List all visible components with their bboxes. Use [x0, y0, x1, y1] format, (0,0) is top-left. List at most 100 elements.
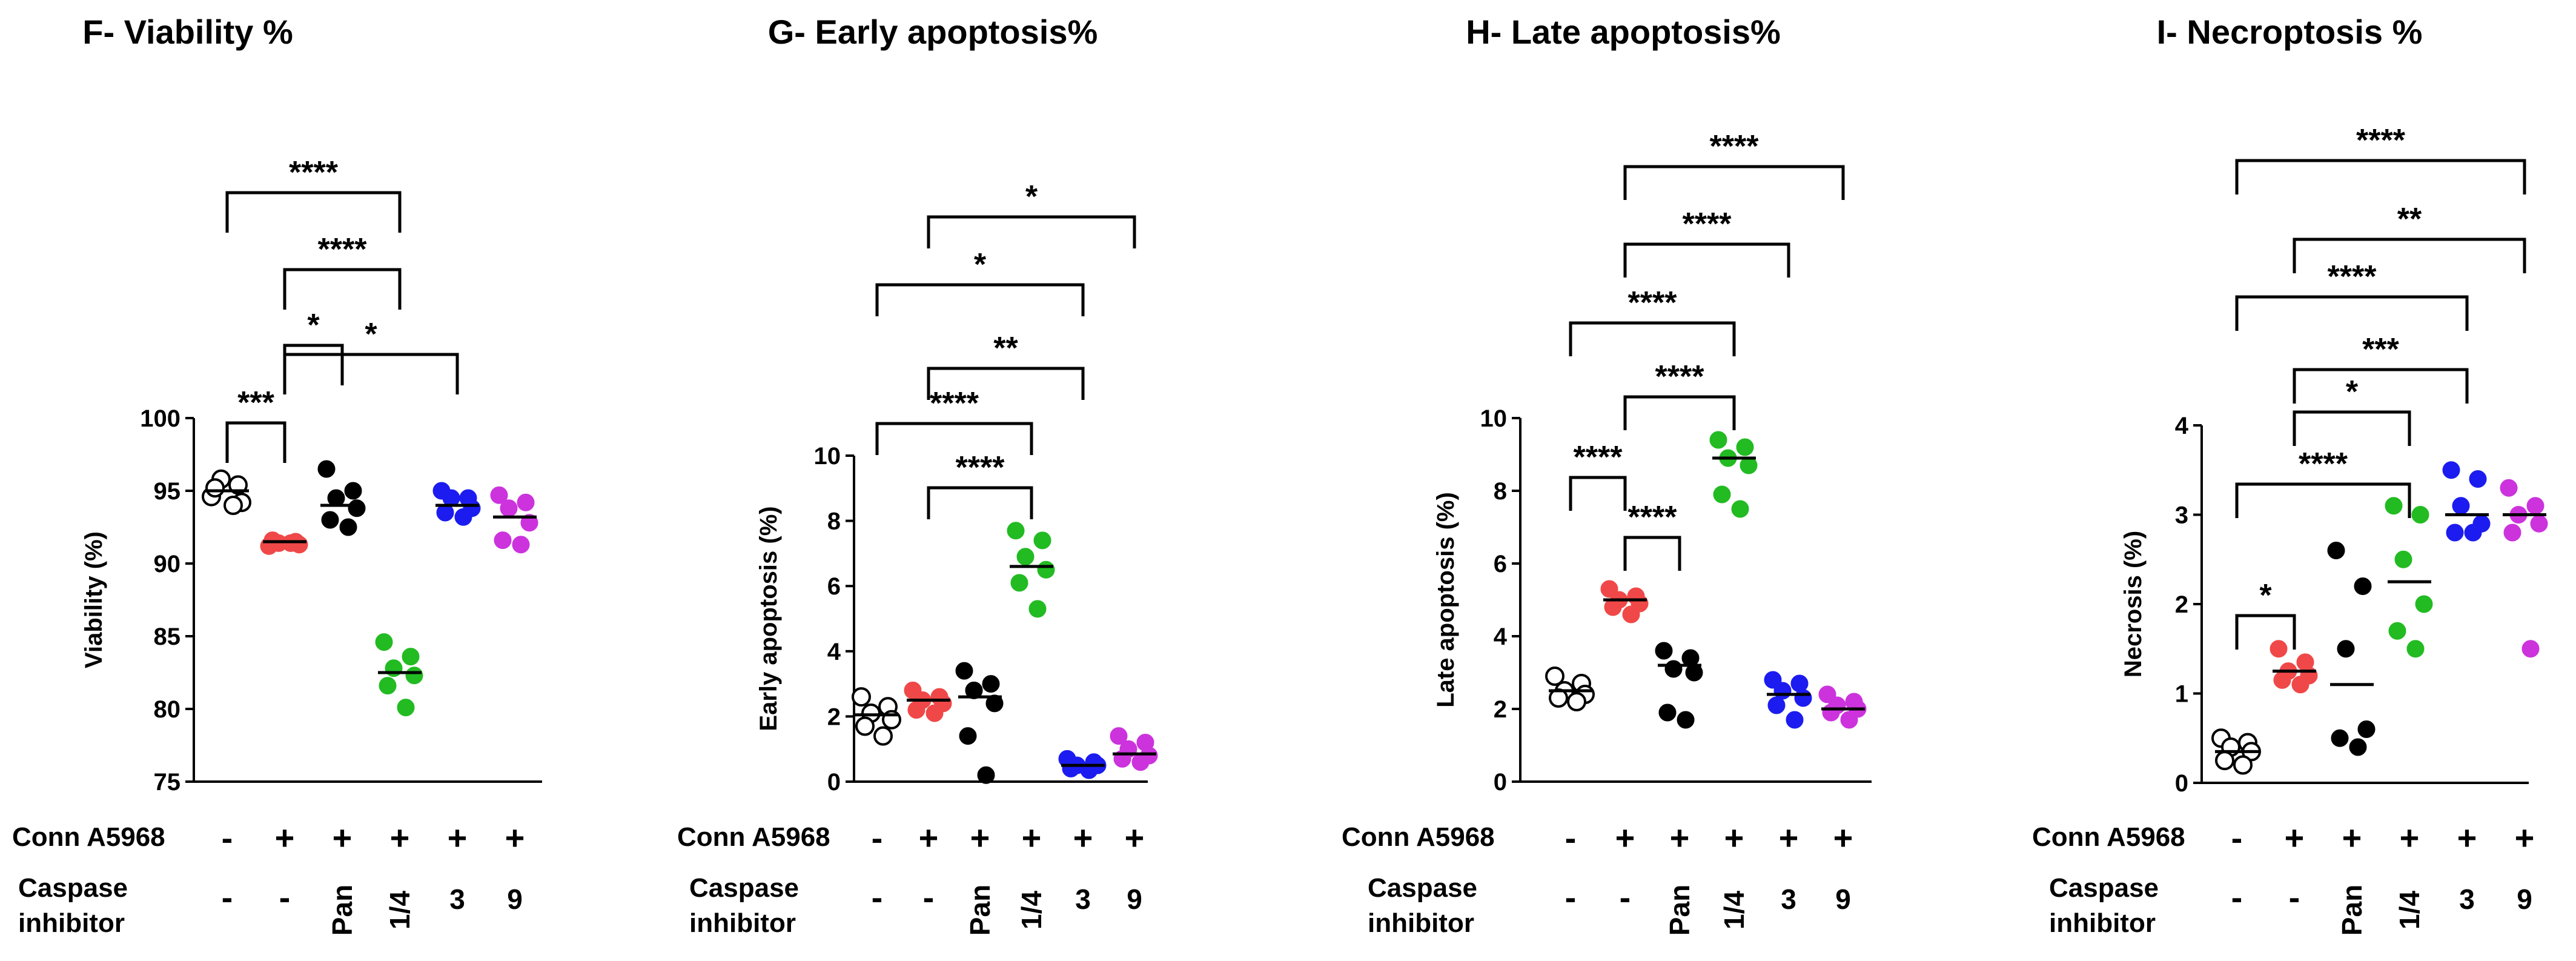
conn-row-label: Conn A5968	[1342, 822, 1495, 852]
significance-bracket	[1569, 476, 1627, 511]
caspase-value: -	[1620, 878, 1631, 916]
y-tick-label: 90	[154, 551, 181, 577]
conn-sign: +	[1833, 819, 1853, 857]
caspase-value: 1/4	[2394, 891, 2425, 929]
data-point	[2415, 595, 2433, 613]
data-point	[2215, 751, 2234, 771]
data-point	[2233, 755, 2253, 775]
data-point	[1822, 703, 1840, 722]
data-point	[1713, 485, 1731, 504]
significance-label: ***	[237, 385, 274, 421]
data-point	[205, 478, 225, 498]
panel-title: F- Viability %	[82, 13, 293, 51]
data-point	[223, 496, 243, 515]
caspase-value: Pan	[326, 885, 358, 936]
y-tick-label: 80	[154, 696, 181, 723]
significance-label: ****	[318, 232, 368, 267]
data-point	[512, 536, 530, 554]
conn-row-label: Conn A5968	[12, 822, 165, 852]
significance-bracket	[2293, 368, 2469, 404]
data-point	[2357, 720, 2376, 738]
data-point	[2464, 524, 2482, 542]
y-axis-label: Viability (%)	[81, 531, 107, 668]
significance-bracket	[2235, 482, 2411, 518]
conn-sign: +	[1615, 819, 1635, 857]
panel-title: H- Late apoptosis%	[1466, 13, 1781, 51]
significance-bracket	[2293, 410, 2411, 446]
data-point	[907, 701, 925, 719]
conn-sign: +	[1022, 819, 1042, 857]
data-point	[1794, 689, 1812, 707]
data-point	[873, 726, 893, 746]
conn-sign: +	[1779, 819, 1799, 857]
y-axis-label: Necrosis (%)	[2120, 531, 2147, 677]
data-point	[1709, 431, 1727, 449]
y-tick-label: 2	[827, 703, 841, 730]
data-point	[1658, 703, 1677, 722]
y-tick-label: 4	[2175, 413, 2189, 439]
y-tick-label: 85	[154, 623, 181, 650]
significance-label: ****	[1628, 285, 1678, 321]
data-point	[494, 531, 512, 550]
conn-sign: -	[222, 819, 233, 857]
panel-0: F- Viability % 75 80 85 90 95 100 Viability (%)…	[12, 13, 542, 938]
data-point	[1767, 696, 1786, 714]
conn-sign: +	[970, 819, 990, 857]
data-point	[925, 704, 944, 722]
data-point	[2354, 577, 2372, 595]
caspase-row-label-1: Caspase	[1368, 873, 1477, 903]
significance-bracket	[1623, 536, 1681, 571]
data-point	[517, 493, 535, 511]
significance-bracket	[225, 421, 286, 463]
data-point	[2446, 524, 2464, 542]
significance-label: ****	[1628, 500, 1678, 535]
y-tick-label: 3	[2175, 502, 2188, 529]
conn-sign: +	[1670, 819, 1690, 857]
panel-2: H- Late apoptosis% 0 2 4 6 8 10 Late apoptosis …	[1342, 13, 1872, 938]
data-point	[1037, 560, 1055, 579]
caspase-value: 3	[449, 883, 465, 915]
significance-label: *	[1025, 179, 1038, 214]
significance-label: ****	[930, 386, 979, 421]
caspase-value: 1/4	[1718, 891, 1750, 929]
panel-title: G- Early apoptosis%	[768, 13, 1098, 51]
conn-sign: -	[872, 819, 883, 857]
data-point	[1664, 660, 1683, 678]
caspase-row-label-2: inhibitor	[18, 908, 125, 938]
y-axis-label: Early apoptosis (%)	[755, 506, 782, 731]
data-point	[500, 499, 518, 517]
significance-label: *	[2346, 374, 2359, 410]
y-tick-label: 0	[827, 769, 841, 796]
significance-label: ****	[2328, 259, 2377, 294]
y-tick-label: 4	[827, 639, 841, 665]
data-point	[2385, 497, 2403, 515]
data-point	[454, 508, 472, 526]
conn-sign: +	[2457, 819, 2477, 857]
significance-label: ****	[1683, 207, 1732, 242]
data-point	[344, 482, 362, 500]
significance-label: ***	[2362, 332, 2399, 367]
conn-sign: +	[2515, 819, 2535, 857]
significance-label: ****	[2356, 123, 2406, 158]
conn-sign: +	[275, 819, 295, 857]
y-tick-label: 4	[1494, 623, 1508, 650]
data-point	[2273, 671, 2291, 689]
caspase-value: 9	[1835, 883, 1851, 915]
data-point	[1007, 522, 1025, 540]
y-tick-label: 6	[1494, 551, 1507, 577]
significance-bracket	[927, 215, 1136, 248]
caspase-row-label-1: Caspase	[2049, 873, 2159, 903]
caspase-value: -	[279, 878, 291, 916]
y-axis-label: Late apoptosis (%)	[1432, 492, 1459, 708]
conn-sign: +	[390, 819, 410, 857]
data-point	[2526, 497, 2545, 515]
data-point	[1567, 692, 1586, 711]
data-point	[2406, 640, 2425, 658]
data-point	[2349, 738, 2367, 756]
data-point	[1010, 574, 1028, 592]
data-point	[982, 675, 1000, 693]
significance-bracket	[2235, 614, 2296, 650]
data-point	[402, 648, 420, 666]
